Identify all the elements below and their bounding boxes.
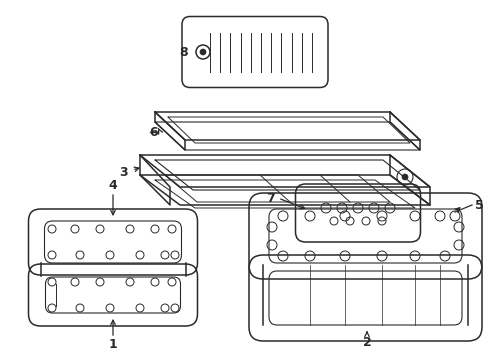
Text: 4: 4 <box>109 179 118 192</box>
Text: 3: 3 <box>120 166 128 179</box>
Text: 8: 8 <box>179 45 188 59</box>
Text: 1: 1 <box>109 338 118 351</box>
Circle shape <box>200 49 206 55</box>
Text: 6: 6 <box>149 126 158 139</box>
Text: 7: 7 <box>266 192 275 204</box>
Text: 5: 5 <box>475 198 484 212</box>
Text: 2: 2 <box>363 336 371 348</box>
Circle shape <box>402 174 408 180</box>
